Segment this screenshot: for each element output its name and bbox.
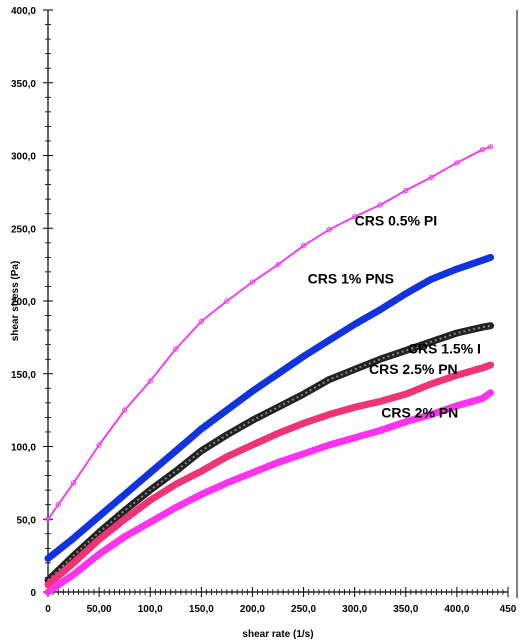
y-tick-label: 150,0: [11, 370, 36, 381]
data-point: [198, 318, 205, 325]
data-point: [487, 144, 494, 150]
series-1: [45, 144, 494, 522]
data-point: [275, 261, 281, 268]
y-axis-title: shear stress (Pa): [10, 261, 21, 342]
series-label: CRS 1% PNS: [308, 271, 394, 287]
series-line: [47, 145, 492, 521]
x-tick-label: 400,0: [444, 604, 469, 615]
y-tick-label: 50,0: [17, 515, 37, 526]
data-point: [300, 243, 307, 249]
series-4: [44, 361, 495, 589]
x-tick-label: 200,0: [240, 604, 265, 615]
series-line-highlight: [47, 324, 491, 582]
x-tick-label: 450: [500, 604, 517, 615]
data-point: [479, 146, 486, 153]
data-point: [55, 502, 61, 508]
series-line: [44, 253, 495, 562]
series-layer: [44, 144, 495, 596]
data-point: [147, 378, 153, 384]
series-label: CRS 1.5% I: [408, 340, 481, 356]
series-label: CRS 0.5% PI: [355, 212, 437, 228]
x-tick-label: 0: [45, 604, 51, 615]
data-point: [173, 346, 179, 352]
data-point: [96, 442, 102, 448]
series-2: [44, 253, 495, 562]
series-5: [44, 389, 495, 596]
data-point: [249, 279, 256, 285]
data-point: [326, 227, 332, 233]
data-point: [428, 174, 435, 181]
data-point: [45, 516, 51, 522]
data-point: [70, 480, 77, 486]
data-point: [351, 213, 358, 220]
data-point: [121, 407, 128, 413]
y-tick-label: 100,0: [11, 443, 36, 454]
x-tick-label: 150,0: [189, 604, 214, 615]
series-line: [44, 389, 495, 596]
series-labels: CRS 0.5% PI CRS 1% PNS CRS 1.5% I CRS 2.5% …: [308, 212, 481, 420]
x-tick-label: 50,00: [87, 604, 112, 615]
y-tick-label: 0: [30, 588, 36, 599]
x-axis-title: shear rate (1/s): [242, 629, 313, 640]
x-tick-label: 350,0: [393, 604, 418, 615]
x-tick-label: 100,0: [138, 604, 163, 615]
x-tick-label: 250,0: [291, 604, 316, 615]
y-tick-label: 300,0: [11, 152, 36, 163]
y-tick-label: 400,0: [11, 6, 36, 17]
series-line: [44, 361, 495, 589]
y-tick-label: 350,0: [11, 79, 36, 90]
data-point: [377, 202, 383, 208]
x-tick-label: 300,0: [342, 604, 367, 615]
series-3: [44, 322, 495, 584]
y-tick-label: 250,0: [11, 224, 36, 235]
data-point: [403, 187, 409, 194]
data-point: [454, 160, 460, 166]
axes: 0 50,0 100,0 150,0 200,0 250,0 300,0 350,0 400,0…: [11, 6, 518, 615]
y-tick-label: 200,0: [11, 297, 36, 308]
series-label: CRS 2.5% PN: [369, 361, 458, 377]
series-label: CRS 2% PN: [381, 404, 458, 420]
data-point: [224, 298, 230, 304]
